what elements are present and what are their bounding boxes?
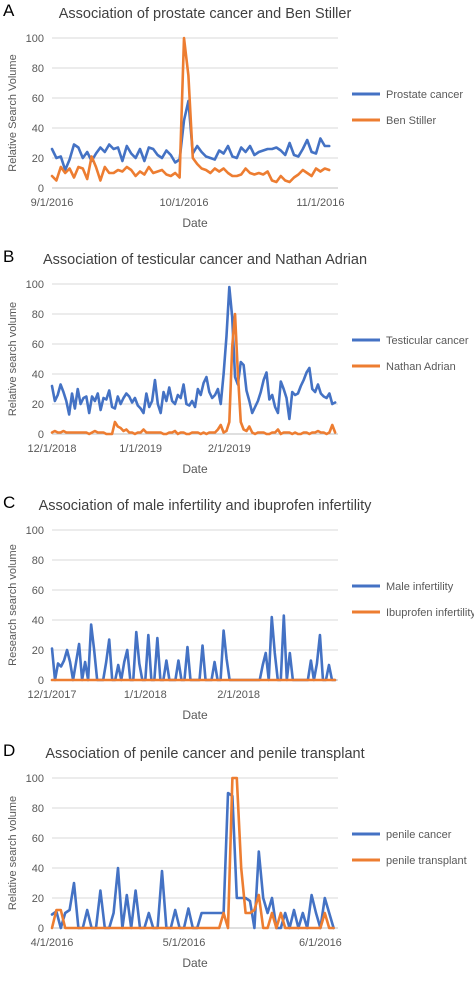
chart-svg: A Association of prostate cancer and Ben … bbox=[3, 1, 463, 230]
series-line-1 bbox=[50, 791, 335, 930]
x-axis-title: Date bbox=[182, 216, 208, 230]
y-tick-label: 0 bbox=[38, 675, 44, 687]
panel-letter: B bbox=[3, 247, 14, 266]
x-tick-label: 10/1/2016 bbox=[160, 197, 209, 209]
y-tick-label: 100 bbox=[26, 525, 44, 537]
x-tick-label: 6/1/2016 bbox=[299, 937, 342, 949]
chart-title: Association of male infertility and ibup… bbox=[39, 498, 373, 514]
legend-label: Nathan Adrian bbox=[386, 361, 456, 373]
y-tick-label: 0 bbox=[38, 923, 44, 935]
x-tick-label: 12/1/2017 bbox=[28, 689, 77, 701]
legend-label: Testicular cancer bbox=[386, 335, 469, 347]
legend-label: Ben Stiller bbox=[386, 115, 436, 127]
x-tick-label: 2/1/2019 bbox=[208, 443, 251, 455]
chart-title: Association of penile cancer and penile … bbox=[45, 746, 364, 762]
series-line-2 bbox=[50, 776, 335, 930]
legend-label: Male infertility bbox=[386, 581, 454, 593]
panel-letter: D bbox=[3, 741, 15, 760]
panel-letter: A bbox=[3, 1, 15, 20]
chart-svg: C Association of male infertility and ibu… bbox=[3, 493, 474, 722]
legend-label: penile transplant bbox=[386, 855, 467, 867]
y-tick-label: 60 bbox=[32, 833, 44, 845]
series-line-1 bbox=[50, 614, 337, 682]
y-tick-label: 20 bbox=[32, 645, 44, 657]
y-tick-label: 20 bbox=[32, 399, 44, 411]
y-tick-label: 40 bbox=[32, 123, 44, 135]
x-tick-label: 12/1/2018 bbox=[28, 443, 77, 455]
chart-svg: B Association of testicular cancer and Na… bbox=[3, 247, 469, 476]
chart-svg: D Association of penile cancer and penile… bbox=[3, 741, 467, 970]
x-axis-title: Date bbox=[182, 708, 208, 722]
y-tick-label: 80 bbox=[32, 803, 44, 815]
x-tick-label: 1/1/2018 bbox=[124, 689, 167, 701]
x-tick-label: 4/1/2016 bbox=[31, 937, 74, 949]
series-line-1 bbox=[50, 285, 337, 421]
x-tick-label: 1/1/2019 bbox=[119, 443, 162, 455]
chart-panel-a: A Association of prostate cancer and Ben … bbox=[0, 0, 474, 240]
x-tick-label: 2/1/2018 bbox=[217, 689, 260, 701]
chart-panel-b: B Association of testicular cancer and Na… bbox=[0, 246, 474, 486]
y-axis-title: Relative Search Volume bbox=[7, 54, 19, 171]
x-tick-label: 11/1/2016 bbox=[296, 197, 344, 209]
y-axis-title: Relative search volume bbox=[7, 796, 19, 910]
x-tick-label: 9/1/2016 bbox=[31, 197, 74, 209]
legend-label: Prostate cancer bbox=[386, 89, 463, 101]
chart-panel-d: D Association of penile cancer and penile… bbox=[0, 740, 474, 980]
x-axis-title: Date bbox=[182, 462, 208, 476]
chart-title: Association of testicular cancer and Nat… bbox=[43, 252, 367, 268]
y-tick-label: 60 bbox=[32, 93, 44, 105]
y-tick-label: 60 bbox=[32, 585, 44, 597]
y-tick-label: 80 bbox=[32, 555, 44, 567]
chart-panel-c: C Association of male infertility and ibu… bbox=[0, 492, 474, 732]
y-tick-label: 0 bbox=[38, 183, 44, 195]
chart-title: Association of prostate cancer and Ben S… bbox=[59, 6, 352, 22]
y-axis-title: Research search volume bbox=[7, 544, 19, 666]
y-tick-label: 0 bbox=[38, 429, 44, 441]
y-tick-label: 100 bbox=[26, 33, 44, 45]
series-line-2 bbox=[50, 36, 331, 184]
y-tick-label: 80 bbox=[32, 63, 44, 75]
y-tick-label: 20 bbox=[32, 153, 44, 165]
legend-label: penile cancer bbox=[386, 829, 452, 841]
y-tick-label: 80 bbox=[32, 309, 44, 321]
y-tick-label: 100 bbox=[26, 773, 44, 785]
y-tick-label: 40 bbox=[32, 863, 44, 875]
y-tick-label: 20 bbox=[32, 893, 44, 905]
panel-letter: C bbox=[3, 493, 15, 512]
series-line-2 bbox=[50, 312, 337, 436]
y-tick-label: 100 bbox=[26, 279, 44, 291]
y-axis-title: Relative search volume bbox=[7, 302, 19, 416]
y-tick-label: 60 bbox=[32, 339, 44, 351]
y-tick-label: 40 bbox=[32, 369, 44, 381]
x-tick-label: 5/1/2016 bbox=[163, 937, 206, 949]
y-tick-label: 40 bbox=[32, 615, 44, 627]
legend-label: Ibuprofen infertility bbox=[386, 607, 474, 619]
x-axis-title: Date bbox=[182, 956, 208, 970]
